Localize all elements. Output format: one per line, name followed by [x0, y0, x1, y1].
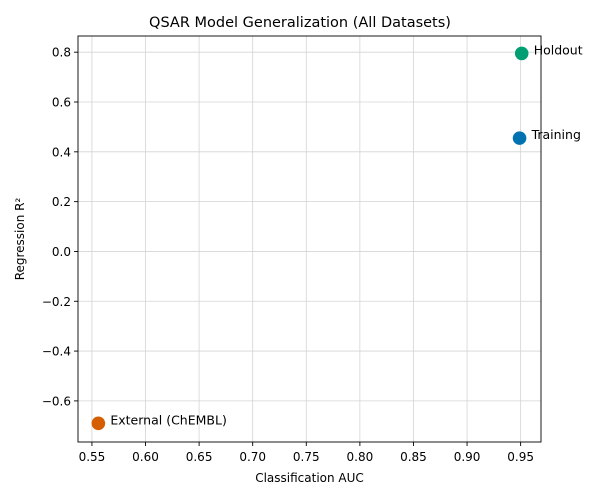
chart-title: QSAR Model Generalization (All Datasets) [149, 15, 451, 31]
y-tick-label: 0.8 [52, 46, 71, 60]
plot-frame [77, 35, 542, 443]
x-tick-label: 0.80 [347, 450, 374, 464]
grid-lines [78, 36, 541, 442]
y-tick-label: 0.0 [52, 245, 71, 259]
x-tick-label: 0.55 [79, 450, 106, 464]
y-tick-label: 0.4 [52, 145, 71, 159]
y-axis-label: Regression R² [13, 198, 27, 281]
x-tick-label: 0.65 [186, 450, 213, 464]
x-tick-label: 0.70 [239, 450, 266, 464]
data-point-external-chembl [91, 416, 106, 431]
data-label-training: Training [531, 127, 581, 142]
x-tick-label: 0.75 [293, 450, 320, 464]
y-tick-label: 0.6 [52, 96, 71, 110]
data-points: Training Holdout External (ChEMBL) [91, 42, 583, 431]
x-tick-label: 0.95 [507, 450, 534, 464]
data-label-external-chembl: External (ChEMBL) [110, 412, 226, 427]
data-label-holdout: Holdout [534, 42, 583, 57]
x-axis-label: Classification AUC [255, 471, 364, 485]
y-tick-label: −0.2 [42, 295, 71, 309]
data-point-holdout [514, 46, 529, 61]
y-tick-label: 0.2 [52, 195, 71, 209]
y-tick-label: −0.4 [42, 345, 71, 359]
x-tick-label: 0.60 [132, 450, 159, 464]
x-tick-label: 0.90 [454, 450, 481, 464]
data-point-training [512, 131, 527, 145]
axis-ticks: 0.55 0.60 0.65 0.70 0.75 0.80 0.85 0.90 0.95 −0.6… [42, 46, 534, 464]
y-tick-label: −0.6 [42, 394, 71, 408]
x-tick-label: 0.85 [400, 450, 427, 464]
